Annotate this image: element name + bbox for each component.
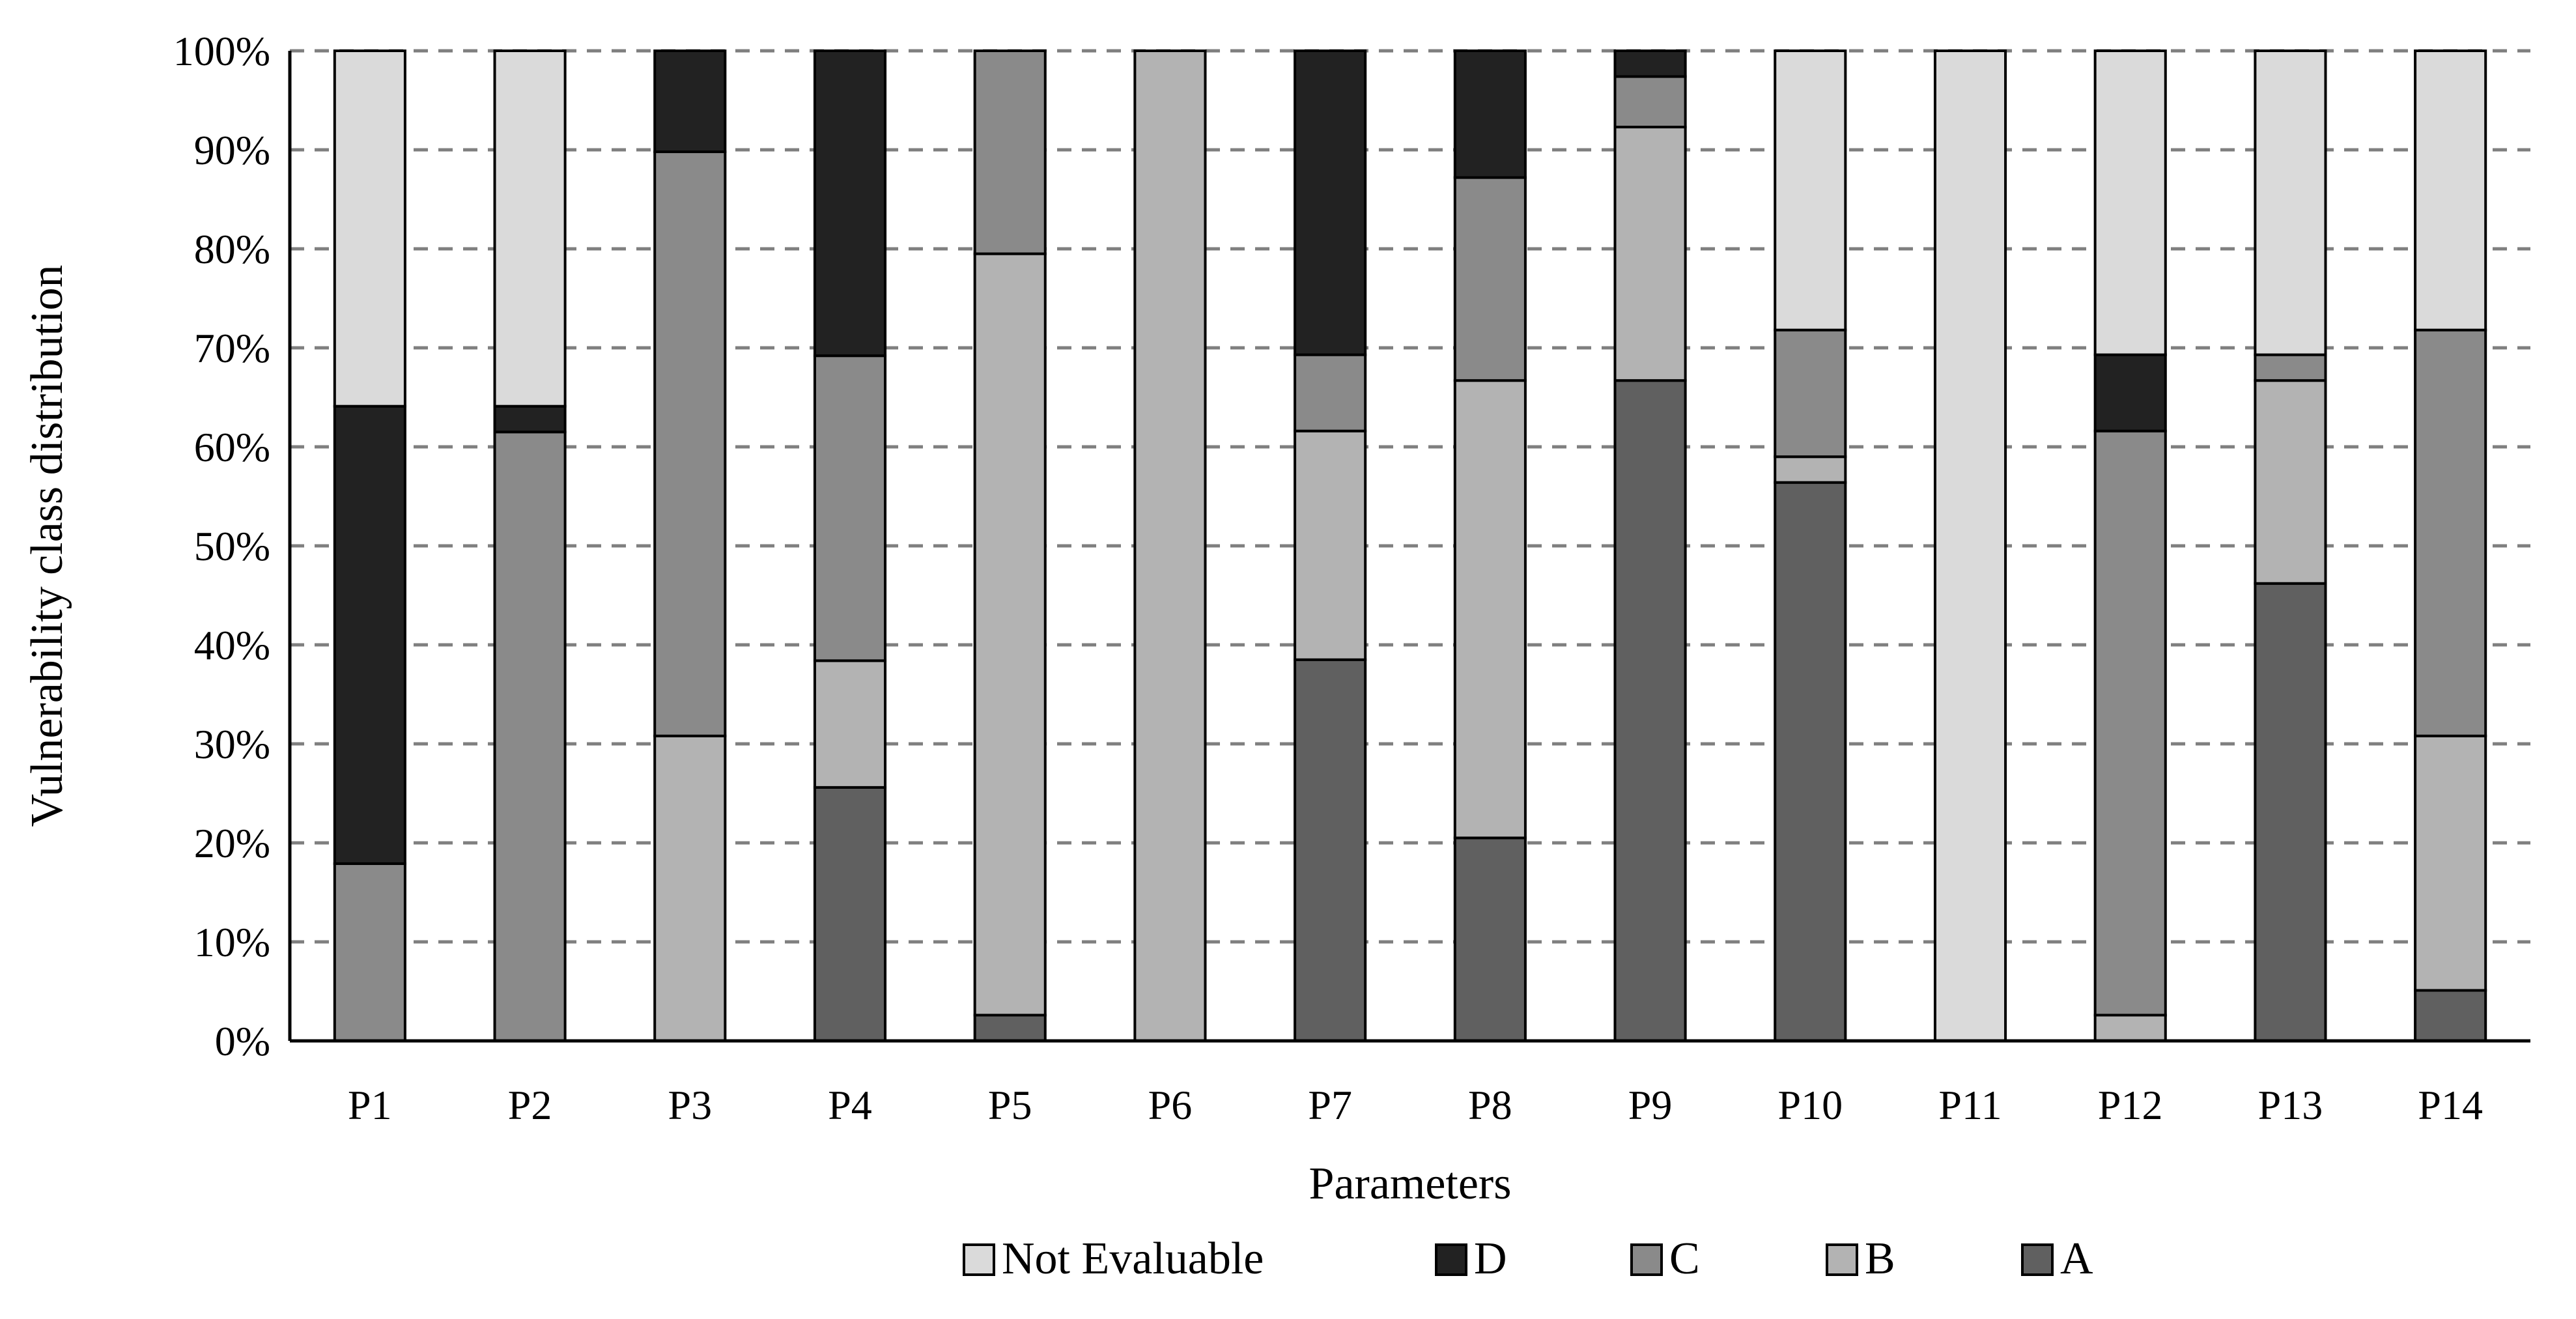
bar-segment-b-p3 <box>653 734 727 1042</box>
x-tick-label: P3 <box>668 1082 712 1128</box>
legend-label-c: C <box>1669 1234 1700 1284</box>
y-tick-label: 100% <box>173 28 270 74</box>
y-tick-label: 90% <box>194 127 270 173</box>
x-tick-label: P11 <box>1938 1082 2002 1128</box>
bar-segment-a-p7 <box>1294 658 1367 1042</box>
bar-segment-d-p1 <box>333 404 406 865</box>
bar-segment-a-p4 <box>813 786 887 1042</box>
bar-segment-d-p12 <box>2093 353 2167 433</box>
bar-segment-not-evaluable-p12 <box>2093 50 2167 356</box>
legend-label-d: D <box>1474 1234 1507 1284</box>
bar-segment-d-p7 <box>1294 50 1367 356</box>
bar-segment-b-p10 <box>1774 455 1847 484</box>
x-tick-label: P6 <box>1148 1082 1193 1128</box>
x-axis-title: Parameters <box>1309 1159 1512 1209</box>
bar-segment-c-p13 <box>2254 353 2327 382</box>
legend-label-a: A <box>2060 1234 2093 1284</box>
x-tick-label: P1 <box>348 1082 392 1128</box>
bar-segment-b-p13 <box>2254 379 2327 585</box>
y-tick-label: 30% <box>194 721 270 767</box>
bar-segment-c-p14 <box>2414 328 2487 737</box>
bar-segment-b-p4 <box>813 659 887 789</box>
legend-label-b: B <box>1865 1234 1895 1284</box>
bar-segment-b-p6 <box>1133 50 1207 1042</box>
bar-segment-b-p7 <box>1294 429 1367 661</box>
legend: Not Evaluable D C B A <box>963 1234 2093 1284</box>
legend-label-not-evaluable: Not Evaluable <box>1002 1234 1264 1284</box>
legend-swatch-c <box>1630 1243 1663 1276</box>
bar-segment-a-p9 <box>1613 379 1687 1042</box>
y-tick-label: 70% <box>194 325 270 371</box>
y-axis-title: Vulnerability class distribution <box>22 265 72 827</box>
bar-segment-d-p3 <box>653 50 727 154</box>
bar-segment-not-evaluable-p14 <box>2414 50 2487 332</box>
bar-segment-c-p12 <box>2093 429 2167 1017</box>
y-tick-label: 20% <box>194 820 270 866</box>
x-tick-label: P10 <box>1777 1082 1843 1128</box>
bar-segment-b-p5 <box>973 252 1047 1017</box>
bar-segment-c-p7 <box>1294 353 1367 433</box>
y-tick-label: 60% <box>194 424 270 470</box>
y-tick-labels: 0% 10% 20% 30% 40% 50% 60% 70% 80% 90% 100% <box>173 28 270 1064</box>
x-tick-label: P14 <box>2418 1082 2483 1128</box>
bar-segment-b-p9 <box>1613 126 1687 382</box>
x-tick-label: P8 <box>1468 1082 1512 1128</box>
y-tick-label: 80% <box>194 226 270 272</box>
bar-segment-not-evaluable-p10 <box>1774 50 1847 332</box>
x-tick-label: P9 <box>1628 1082 1673 1128</box>
bar-segment-c-p2 <box>493 431 567 1042</box>
x-tick-label: P4 <box>828 1082 872 1128</box>
bar-segment-d-p2 <box>493 404 567 434</box>
bar-segment-c-p8 <box>1453 176 1527 382</box>
legend-swatch-not-evaluable <box>963 1243 995 1276</box>
bars <box>333 50 2487 1043</box>
legend-swatch-d <box>1435 1243 1467 1276</box>
y-tick-label: 10% <box>194 919 270 965</box>
x-tick-label: P7 <box>1308 1082 1352 1128</box>
x-tick-labels: P1 P2 P3 P4 P5 P6 P7 P8 P9 P10 P11 P12 P13 P14 <box>348 1082 2483 1128</box>
bar-segment-a-p10 <box>1774 481 1847 1042</box>
bar-segment-b-p8 <box>1453 379 1527 840</box>
x-tick-label: P12 <box>2098 1082 2163 1128</box>
bar-segment-a-p13 <box>2254 582 2327 1042</box>
bar-segment-d-p8 <box>1453 50 1527 179</box>
y-tick-label: 0% <box>215 1018 270 1064</box>
bar-segment-a-p5 <box>973 1014 1047 1042</box>
bar-segment-c-p9 <box>1613 75 1687 129</box>
bar-segment-c-p5 <box>973 50 1047 255</box>
bar-segment-c-p10 <box>1774 328 1847 459</box>
bar-segment-d-p4 <box>813 50 887 358</box>
x-tick-label: P5 <box>988 1082 1032 1128</box>
bar-segment-not-evaluable-p11 <box>1933 50 2007 1042</box>
legend-swatch-a <box>2021 1243 2054 1276</box>
gridlines <box>290 49 2530 944</box>
y-tick-label: 40% <box>194 622 270 668</box>
bar-segment-b-p14 <box>2414 734 2487 992</box>
bar-segment-d-p9 <box>1613 50 1687 78</box>
bar-segment-a-p8 <box>1453 836 1527 1043</box>
y-tick-label: 50% <box>194 523 270 569</box>
bar-segment-c-p1 <box>333 862 406 1043</box>
bar-segment-c-p3 <box>653 150 727 737</box>
x-tick-label: P2 <box>508 1082 552 1128</box>
x-tick-label: P13 <box>2258 1082 2323 1128</box>
bar-segment-not-evaluable-p2 <box>493 50 567 408</box>
bar-segment-c-p4 <box>813 354 887 662</box>
axes <box>288 51 2530 1043</box>
bar-segment-not-evaluable-p1 <box>333 50 406 408</box>
bar-segment-a-p14 <box>2414 989 2487 1042</box>
bar-segment-b-p12 <box>2093 1014 2167 1042</box>
bar-segment-not-evaluable-p13 <box>2254 50 2327 356</box>
legend-swatch-b <box>1826 1243 1858 1276</box>
